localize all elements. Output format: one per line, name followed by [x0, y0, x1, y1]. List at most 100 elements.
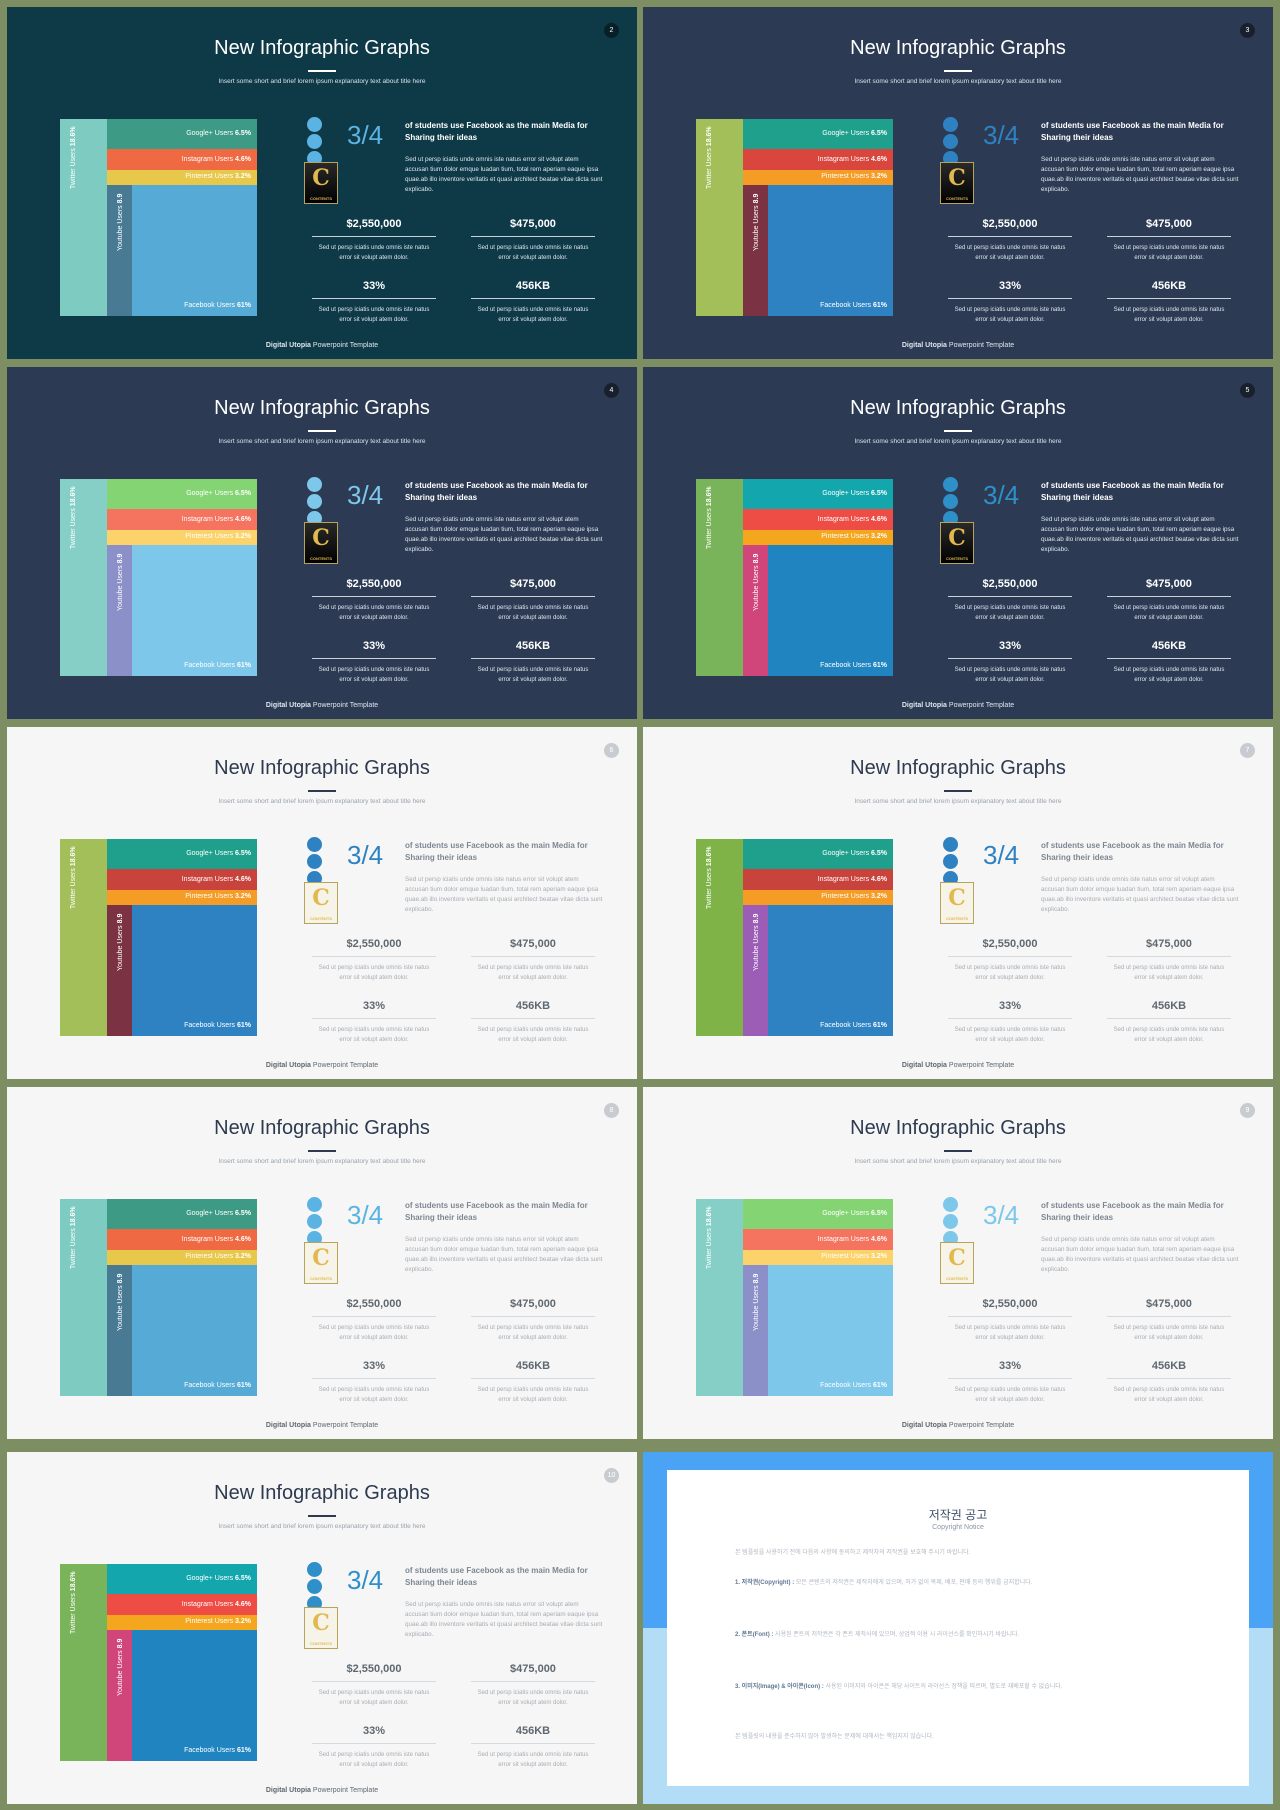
stat-2: $475,000 Sed ut persp iciatis unde omnis…	[471, 1663, 595, 1708]
slide-title: New Infographic Graphs	[850, 397, 1066, 419]
twitter-block	[60, 839, 107, 1036]
stat-3: 33% Sed ut persp iciatis unde omnis iste…	[948, 1360, 1072, 1405]
slide-thumbnail-7[interactable]: 7 New Infographic Graphs Insert some sho…	[643, 727, 1273, 1079]
stat-rule	[471, 658, 595, 659]
pinterest-block	[743, 530, 893, 545]
stat-desc: Sed ut persp iciatis unde omnis iste nat…	[954, 605, 1066, 621]
stat-rule	[312, 298, 436, 299]
stat-desc: Sed ut persp iciatis unde omnis iste nat…	[318, 1690, 430, 1706]
facebook-block	[132, 905, 257, 1036]
stat-3: 33% Sed ut persp iciatis unde omnis iste…	[312, 1360, 436, 1405]
treemap-chart: Twitter Users 18.6% Youtube Users 8.9 Go…	[60, 1564, 257, 1761]
stat-desc: Sed ut persp iciatis unde omnis iste nat…	[954, 245, 1066, 261]
facebook-label: Facebook Users 61%	[184, 1747, 251, 1754]
twitter-block	[696, 1199, 743, 1396]
twitter-label: Twitter Users 18.6%	[70, 486, 77, 549]
stat-rule	[1107, 236, 1231, 237]
youtube-label: Youtube Users 8.9	[117, 913, 124, 971]
slide-thumbnail-8[interactable]: 8 New Infographic Graphs Insert some sho…	[7, 1087, 637, 1439]
stat-4: 456KB Sed ut persp iciatis unde omnis is…	[471, 1000, 595, 1045]
stat-1: $2,550,000 Sed ut persp iciatis unde omn…	[312, 938, 436, 983]
body-paragraph: Sed ut persp iciatis unde omnis iste nat…	[405, 516, 603, 553]
stat-value: 33%	[998, 280, 1022, 292]
slide-thumbnail-4[interactable]: 4 New Infographic Graphs Insert some sho…	[7, 367, 637, 719]
instagram-label: Instagram Users 4.6%	[817, 516, 887, 523]
stat-value: $2,550,000	[346, 218, 402, 230]
slide-thumbnail-10[interactable]: 10 New Infographic Graphs Insert some sh…	[7, 1452, 637, 1804]
slide-subtitle: Insert some short and brief lorem ipsum …	[218, 1158, 426, 1165]
stat-3: 33% Sed ut persp iciatis unde omnis iste…	[312, 280, 436, 325]
contents-logo: C CONTENTS	[304, 522, 338, 564]
stat-desc: Sed ut persp iciatis unde omnis iste nat…	[477, 1752, 589, 1768]
headline-text: of students use Facebook as the main Med…	[405, 481, 588, 502]
contents-logo: C CONTENTS	[304, 882, 338, 924]
contents-logo: C CONTENTS	[304, 1242, 338, 1284]
stat-rule	[1107, 298, 1231, 299]
stat-rule	[948, 658, 1072, 659]
google-block	[743, 1199, 893, 1229]
pinterest-block	[107, 890, 257, 905]
instagram-label: Instagram Users 4.6%	[181, 876, 251, 883]
stat-desc: Sed ut persp iciatis unde omnis iste nat…	[477, 1690, 589, 1706]
slide-thumbnail-6[interactable]: 6 New Infographic Graphs Insert some sho…	[7, 727, 637, 1079]
title-underline	[308, 790, 336, 792]
copyright-intro: 본 템플릿을 사용하기 전에 다음의 사항에 동의하고 제작자의 저작권을 보호…	[735, 1550, 971, 1556]
dot-2	[943, 1214, 958, 1229]
stat-value: 33%	[362, 640, 386, 652]
dot-1	[307, 117, 322, 132]
stat-rule	[948, 1018, 1072, 1019]
stat-rule	[1107, 596, 1231, 597]
stat-rule	[471, 1378, 595, 1379]
pinterest-block	[743, 170, 893, 185]
slide-thumbnail-2[interactable]: 2 New Infographic Graphs Insert some sho…	[7, 7, 637, 359]
stat-desc: Sed ut persp iciatis unde omnis iste nat…	[1113, 605, 1225, 621]
title-underline	[944, 1150, 972, 1152]
slide-subtitle: Insert some short and brief lorem ipsum …	[218, 798, 426, 805]
dot-2	[943, 854, 958, 869]
stat-1: $2,550,000 Sed ut persp iciatis unde omn…	[948, 218, 1072, 263]
youtube-block	[743, 545, 768, 676]
slide-thumbnail-5[interactable]: 5 New Infographic Graphs Insert some sho…	[643, 367, 1273, 719]
instagram-block	[107, 1229, 257, 1250]
copyright-slide[interactable]: 저작권 공고 Copyright Notice 본 템플릿을 사용하기 전에 다…	[643, 1452, 1273, 1804]
stat-3: 33% Sed ut persp iciatis unde omnis iste…	[312, 640, 436, 685]
pinterest-block	[107, 1615, 257, 1630]
stat-4: 456KB Sed ut persp iciatis unde omnis is…	[1107, 640, 1231, 685]
body-paragraph: Sed ut persp iciatis unde omnis iste nat…	[1041, 1236, 1239, 1273]
stat-desc: Sed ut persp iciatis unde omnis iste nat…	[954, 965, 1066, 981]
stat-rule	[312, 658, 436, 659]
stat-desc: Sed ut persp iciatis unde omnis iste nat…	[318, 965, 430, 981]
google-block	[107, 479, 257, 509]
twitter-block	[696, 839, 743, 1036]
stat-desc: Sed ut persp iciatis unde omnis iste nat…	[1113, 1387, 1225, 1403]
slide-thumbnail-3[interactable]: 3 New Infographic Graphs Insert some sho…	[643, 7, 1273, 359]
contents-logo: C CONTENTS	[940, 1242, 974, 1284]
stat-rule	[1107, 1378, 1231, 1379]
stat-4: 456KB Sed ut persp iciatis unde omnis is…	[471, 280, 595, 325]
slide-thumbnail-9[interactable]: 9 New Infographic Graphs Insert some sho…	[643, 1087, 1273, 1439]
body-paragraph: Sed ut persp iciatis unde omnis iste nat…	[405, 1601, 603, 1638]
copyright-section-1-head: 1. 저작권(Copyright) :	[735, 1580, 795, 1586]
twitter-label: Twitter Users 18.6%	[70, 846, 77, 909]
dots-column	[943, 117, 958, 168]
slide-footer: Digital Utopia Powerpoint Template	[901, 1422, 1015, 1429]
stat-desc: Sed ut persp iciatis unde omnis iste nat…	[318, 1027, 430, 1043]
dots-column	[307, 477, 322, 528]
stat-1: $2,550,000 Sed ut persp iciatis unde omn…	[312, 1663, 436, 1708]
facebook-block	[768, 545, 893, 676]
copyright-outro: 본 템플릿의 내용을 준수하지 않아 발생하는 문제에 대해서는 책임지지 않습…	[735, 1734, 934, 1740]
pinterest-label: Pinterest Users 3.2%	[185, 533, 251, 540]
facebook-block	[768, 1265, 893, 1396]
pinterest-block	[743, 1250, 893, 1265]
slide-footer: Digital Utopia Powerpoint Template	[265, 1787, 379, 1794]
stat-2: $475,000 Sed ut persp iciatis unde omnis…	[471, 578, 595, 623]
stat-2: $475,000 Sed ut persp iciatis unde omnis…	[1107, 1298, 1231, 1343]
youtube-block	[743, 185, 768, 316]
youtube-label: Youtube Users 8.9	[117, 1638, 124, 1696]
slide-subtitle: Insert some short and brief lorem ipsum …	[218, 1523, 426, 1530]
stat-1: $2,550,000 Sed ut persp iciatis unde omn…	[948, 938, 1072, 983]
treemap-chart: Twitter Users 18.6% Youtube Users 8.9 Go…	[60, 1199, 257, 1396]
google-label: Google+ Users 6.5%	[186, 1575, 251, 1582]
facebook-label: Facebook Users 61%	[820, 662, 887, 669]
stat-value: 456KB	[515, 640, 551, 652]
